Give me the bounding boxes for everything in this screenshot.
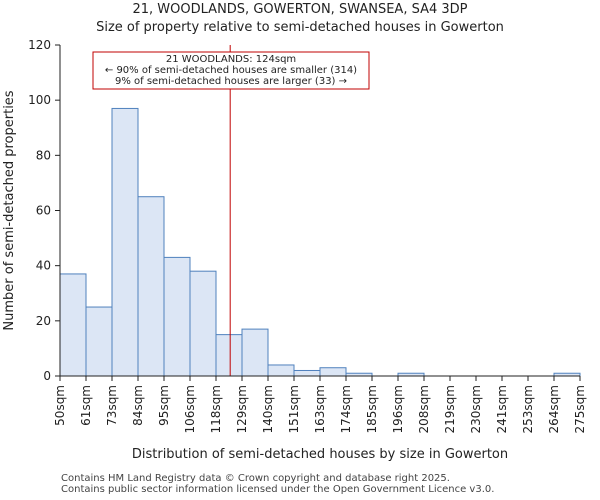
x-tick-label: 118sqm xyxy=(209,385,223,433)
histogram-bar xyxy=(319,367,347,377)
y-tick-label: 80 xyxy=(36,148,51,162)
y-axis-label: Number of semi-detached properties xyxy=(2,90,17,330)
annotation-line-3: 9% of semi-detached houses are larger (3… xyxy=(115,76,347,87)
x-tick-label: 129sqm xyxy=(235,385,249,433)
chart-subtitle: Size of property relative to semi-detach… xyxy=(96,20,504,35)
x-tick-label: 185sqm xyxy=(365,385,379,433)
x-tick-label: 151sqm xyxy=(287,385,301,433)
chart-title: 21, WOODLANDS, GOWERTON, SWANSEA, SA4 3D… xyxy=(132,2,468,17)
histogram-bar xyxy=(59,273,87,377)
histogram-bar xyxy=(163,256,191,377)
histogram-bar xyxy=(215,334,243,377)
histogram-bar xyxy=(85,306,113,377)
x-tick-label: 253sqm xyxy=(521,385,535,433)
footer-copyright: Contains HM Land Registry data © Crown c… xyxy=(61,473,450,484)
footer-licence: Contains public sector information licen… xyxy=(61,484,495,495)
x-tick-label: 174sqm xyxy=(339,385,353,433)
histogram-bar xyxy=(267,364,295,377)
y-tick-label: 20 xyxy=(36,314,51,328)
x-tick-label: 140sqm xyxy=(261,385,275,433)
x-tick-label: 264sqm xyxy=(547,385,561,433)
x-tick-label: 275sqm xyxy=(573,385,587,433)
histogram-chart: 0 20 40 60 80 100 120 50sqm 61sqm 73sqm 84sqm 95sq… xyxy=(2,38,587,462)
x-tick-label: 61sqm xyxy=(79,385,93,426)
x-tick-label: 241sqm xyxy=(495,385,509,433)
y-tick-label: 100 xyxy=(28,93,51,107)
x-tick-label: 230sqm xyxy=(469,385,483,433)
histogram-bar xyxy=(293,369,321,377)
x-tick-label: 73sqm xyxy=(105,385,119,426)
x-axis-ticks: 50sqm 61sqm 73sqm 84sqm 95sqm 106sqm 118sqm 129… xyxy=(53,376,587,433)
bars-group xyxy=(59,107,581,377)
annotation-box xyxy=(92,51,370,90)
x-tick-label: 106sqm xyxy=(183,385,197,433)
annotation-line-1: 21 WOODLANDS: 124sqm xyxy=(166,54,296,65)
histogram-bar xyxy=(111,107,139,377)
y-tick-label: 60 xyxy=(36,204,51,218)
y-tick-label: 120 xyxy=(28,38,51,52)
x-tick-label: 163sqm xyxy=(313,385,327,433)
x-tick-label: 84sqm xyxy=(131,385,145,426)
x-tick-label: 50sqm xyxy=(53,385,67,426)
annotation-line-2: ← 90% of semi-detached houses are smalle… xyxy=(105,65,357,76)
x-axis-label: Distribution of semi-detached houses by … xyxy=(132,447,508,462)
y-tick-label: 40 xyxy=(36,259,51,273)
histogram-bar xyxy=(241,328,269,377)
histogram-bar xyxy=(137,196,165,377)
x-tick-label: 208sqm xyxy=(417,385,431,433)
y-tick-label: 0 xyxy=(43,369,51,383)
x-tick-label: 219sqm xyxy=(443,385,457,433)
x-tick-label: 196sqm xyxy=(391,385,405,433)
histogram-bar xyxy=(189,270,217,377)
x-tick-label: 95sqm xyxy=(157,385,171,426)
y-axis-ticks: 0 20 40 60 80 100 120 xyxy=(28,38,60,383)
